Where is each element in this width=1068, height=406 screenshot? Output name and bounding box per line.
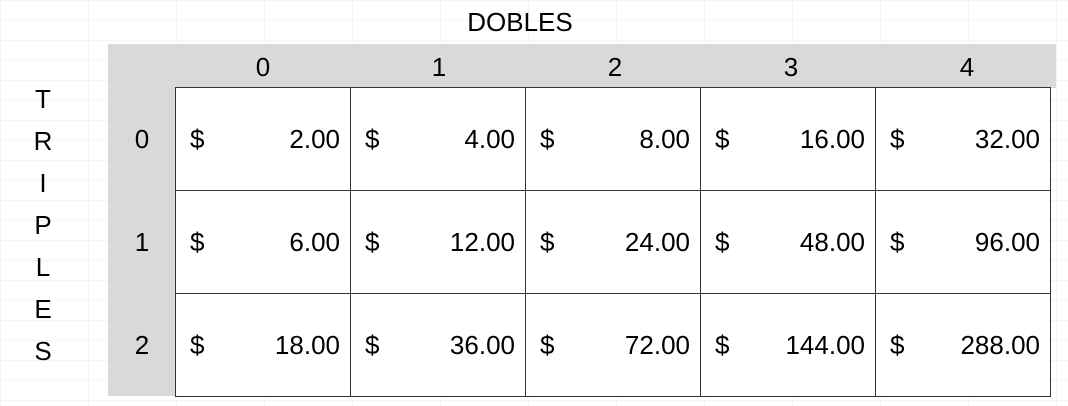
currency-symbol: $ — [890, 123, 905, 154]
amount-value: 6.00 — [289, 226, 340, 257]
cell-content: $36.00 — [361, 330, 515, 361]
amount-value: 288.00 — [960, 329, 1040, 360]
table-cell[interactable]: $36.00 — [350, 293, 526, 397]
column-header[interactable]: 0 — [255, 52, 271, 82]
columns-title: DOBLES — [467, 7, 573, 37]
rows-title-letter: P — [34, 210, 52, 240]
table-cell[interactable]: $8.00 — [525, 87, 701, 191]
amount-value: 18.00 — [274, 329, 340, 360]
amount-value: 4.00 — [464, 123, 515, 154]
amount-value: 96.00 — [974, 226, 1040, 257]
row-header[interactable]: 0 — [134, 124, 150, 154]
table-cell[interactable]: $4.00 — [350, 87, 526, 191]
table-cell[interactable]: $2.00 — [175, 87, 351, 191]
cell-content: $18.00 — [186, 330, 340, 361]
column-header[interactable]: 3 — [783, 52, 799, 82]
table-row: $18.00 $36.00 $72.00 $144.00 $288.00 — [175, 293, 1051, 397]
cell-content: $24.00 — [536, 227, 690, 258]
currency-symbol: $ — [540, 226, 555, 257]
cell-content: $8.00 — [536, 124, 690, 155]
currency-symbol: $ — [190, 329, 205, 360]
currency-symbol: $ — [890, 226, 905, 257]
table-cell[interactable]: $144.00 — [700, 293, 876, 397]
cell-content: $72.00 — [536, 330, 690, 361]
rows-title-letter: I — [39, 168, 47, 198]
amount-value: 24.00 — [624, 226, 690, 257]
currency-symbol: $ — [715, 123, 730, 154]
column-header-band — [108, 44, 1056, 88]
amount-value: 48.00 — [799, 226, 865, 257]
table-cell[interactable]: $6.00 — [175, 190, 351, 294]
currency-symbol: $ — [540, 123, 555, 154]
table-cell[interactable]: $24.00 — [525, 190, 701, 294]
column-header[interactable]: 1 — [431, 52, 447, 82]
rows-title-letter: E — [34, 294, 52, 324]
cell-content: $4.00 — [361, 124, 515, 155]
currency-symbol: $ — [365, 123, 380, 154]
amount-value: 32.00 — [974, 123, 1040, 154]
cell-content: $2.00 — [186, 124, 340, 155]
table-cell[interactable]: $72.00 — [525, 293, 701, 397]
amount-value: 2.00 — [289, 123, 340, 154]
rows-title-vertical: T R I P L E S — [28, 78, 58, 372]
table-cell[interactable]: $288.00 — [875, 293, 1051, 397]
table-cell[interactable]: $18.00 — [175, 293, 351, 397]
currency-symbol: $ — [190, 123, 205, 154]
column-header[interactable]: 2 — [607, 52, 623, 82]
currency-symbol: $ — [365, 329, 380, 360]
currency-symbol: $ — [540, 329, 555, 360]
cell-content: $12.00 — [361, 227, 515, 258]
rows-title-letter: R — [33, 126, 53, 156]
rows-title-letter: T — [35, 84, 51, 114]
rows-title-letter: S — [34, 336, 52, 366]
currency-symbol: $ — [715, 329, 730, 360]
amount-value: 8.00 — [639, 123, 690, 154]
cell-content: $48.00 — [711, 227, 865, 258]
amount-value: 12.00 — [449, 226, 515, 257]
table-cell[interactable]: $96.00 — [875, 190, 1051, 294]
table-cell[interactable]: $32.00 — [875, 87, 1051, 191]
cell-content: $96.00 — [886, 227, 1040, 258]
currency-symbol: $ — [365, 226, 380, 257]
row-header[interactable]: 2 — [134, 330, 150, 360]
amount-value: 72.00 — [624, 329, 690, 360]
table-cell[interactable]: $48.00 — [700, 190, 876, 294]
rows-title-letter: L — [35, 252, 51, 282]
column-header[interactable]: 4 — [959, 52, 975, 82]
cell-content: $6.00 — [186, 227, 340, 258]
table-row: $2.00 $4.00 $8.00 $16.00 $32.00 — [175, 87, 1051, 191]
amount-value: 144.00 — [785, 329, 865, 360]
currency-symbol: $ — [190, 226, 205, 257]
currency-symbol: $ — [890, 329, 905, 360]
amount-value: 16.00 — [799, 123, 865, 154]
table-cell[interactable]: $12.00 — [350, 190, 526, 294]
cell-content: $288.00 — [886, 330, 1040, 361]
currency-symbol: $ — [715, 226, 730, 257]
cell-content: $32.00 — [886, 124, 1040, 155]
row-header[interactable]: 1 — [134, 227, 150, 257]
amount-value: 36.00 — [449, 329, 515, 360]
table-row: $6.00 $12.00 $24.00 $48.00 $96.00 — [175, 190, 1051, 294]
row-header-band — [108, 44, 176, 396]
payout-table: $2.00 $4.00 $8.00 $16.00 $32.00 $6.00 $12.00 $2… — [175, 87, 1051, 397]
cell-content: $144.00 — [711, 330, 865, 361]
table-cell[interactable]: $16.00 — [700, 87, 876, 191]
cell-content: $16.00 — [711, 124, 865, 155]
